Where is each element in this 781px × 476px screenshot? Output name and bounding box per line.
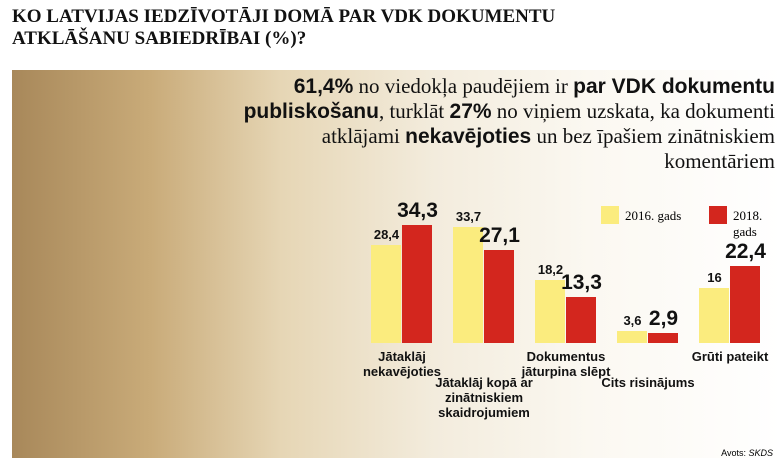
- intro-segment: , turklāt: [378, 99, 450, 123]
- source-name: SKDS: [748, 448, 773, 458]
- bar: [699, 287, 729, 343]
- bar: [484, 249, 514, 343]
- intro-segment: no viņiem uzskata, ka dokumenti atklājam…: [321, 99, 775, 148]
- value-label: 27,1: [479, 223, 520, 247]
- intro-segment: nekavējoties: [405, 125, 532, 148]
- value-label: 28,4: [373, 227, 400, 243]
- bar: [566, 297, 596, 343]
- category-label: Jātaklāj nekavējoties: [362, 349, 442, 379]
- bar: [535, 280, 565, 343]
- value-label: 3,6: [623, 312, 642, 328]
- source-label: Avots:: [721, 448, 746, 458]
- value-label: 22,4: [725, 239, 766, 263]
- bar: [402, 225, 432, 343]
- legend-swatch: [601, 206, 619, 224]
- legend-label: 2016. gads: [625, 208, 682, 223]
- intro-segment: 27%: [449, 100, 492, 123]
- legend-label: 2018. gads: [733, 208, 763, 239]
- value-label: 13,3: [561, 271, 602, 295]
- value-label: 33,7: [455, 209, 482, 225]
- category-label: Grūti pateikt: [691, 349, 769, 364]
- source: Avots: SKDS: [721, 448, 773, 458]
- bar: [648, 333, 678, 343]
- bar: [617, 330, 647, 343]
- intro-segment: no viedokļa paudējiem ir: [353, 74, 574, 98]
- intro-segment: par VDK dokumentu publiskošanu: [243, 75, 775, 123]
- legend-swatch: [709, 206, 727, 224]
- category-label: Dokumentus jāturpina slēpt: [521, 349, 611, 379]
- category-label: Cits risinājums: [601, 375, 695, 390]
- value-label: 18,2: [537, 262, 564, 278]
- intro-segment: un bez īpašiem zinātniskiem komentāriem: [531, 124, 775, 173]
- bar: [371, 245, 401, 343]
- bar: [730, 265, 760, 343]
- category-label: Jātaklāj kopā ar zinātniskiem skaidrojum…: [435, 375, 533, 420]
- title: KO LATVIJAS IEDZĪVOTĀJI DOMĀ PAR VDK DOK…: [12, 6, 556, 49]
- value-label: 2,9: [648, 307, 679, 331]
- bar: [453, 227, 483, 343]
- value-label: 16: [707, 269, 722, 285]
- intro-segment: 61,4%: [293, 75, 354, 98]
- intro-text: 61,4% no viedokļa paudējiem ir par VDK d…: [230, 74, 775, 174]
- value-label: 34,3: [397, 199, 438, 222]
